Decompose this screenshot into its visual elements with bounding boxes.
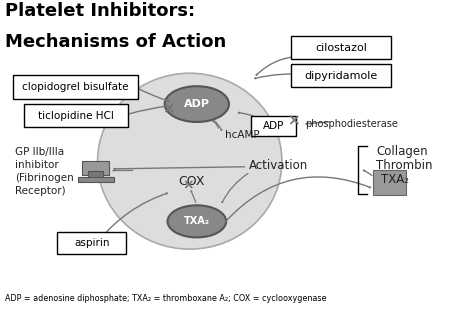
Text: cilostazol: cilostazol <box>315 43 367 53</box>
Text: inhibitor: inhibitor <box>15 160 59 170</box>
FancyBboxPatch shape <box>57 232 126 254</box>
Text: TXA₂: TXA₂ <box>184 216 210 226</box>
Text: Collagen: Collagen <box>376 145 428 158</box>
FancyBboxPatch shape <box>78 177 114 182</box>
Text: aspirin: aspirin <box>74 238 109 248</box>
FancyBboxPatch shape <box>251 117 296 136</box>
FancyBboxPatch shape <box>292 64 391 87</box>
Text: hcAMP: hcAMP <box>225 130 260 140</box>
Text: ×: × <box>287 113 300 129</box>
Text: Receptor): Receptor) <box>15 186 65 196</box>
FancyBboxPatch shape <box>82 161 109 175</box>
Text: ADP: ADP <box>263 122 284 131</box>
Text: Activation: Activation <box>249 159 308 172</box>
Text: COX: COX <box>178 175 204 188</box>
Text: Platelet Inhibitors:: Platelet Inhibitors: <box>5 2 196 20</box>
Text: ticlopidine HCl: ticlopidine HCl <box>38 111 114 121</box>
FancyBboxPatch shape <box>12 75 138 100</box>
FancyBboxPatch shape <box>24 104 128 127</box>
FancyBboxPatch shape <box>373 170 406 194</box>
Text: GP IIb/IIIa: GP IIb/IIIa <box>15 147 64 157</box>
Text: ADP = adenosine diphosphate; TXA₂ = thromboxane A₂; COX = cyclooxygenase: ADP = adenosine diphosphate; TXA₂ = thro… <box>5 294 327 303</box>
Text: dipyridamole: dipyridamole <box>304 71 378 81</box>
Ellipse shape <box>167 205 226 237</box>
Text: TXA₂: TXA₂ <box>381 173 409 186</box>
Text: ×: × <box>162 102 175 117</box>
Ellipse shape <box>164 86 229 122</box>
Text: ×: × <box>182 178 194 192</box>
Text: clopidogrel bisulfate: clopidogrel bisulfate <box>22 82 128 92</box>
Ellipse shape <box>98 73 282 249</box>
Text: phosphodiesterase: phosphodiesterase <box>306 119 399 129</box>
FancyBboxPatch shape <box>88 171 103 179</box>
Text: Mechanisms of Action: Mechanisms of Action <box>5 33 227 51</box>
FancyBboxPatch shape <box>292 36 391 59</box>
Text: Thrombin: Thrombin <box>376 159 433 172</box>
Text: ADP: ADP <box>184 99 210 109</box>
Text: (Fibrinogen: (Fibrinogen <box>15 173 73 183</box>
